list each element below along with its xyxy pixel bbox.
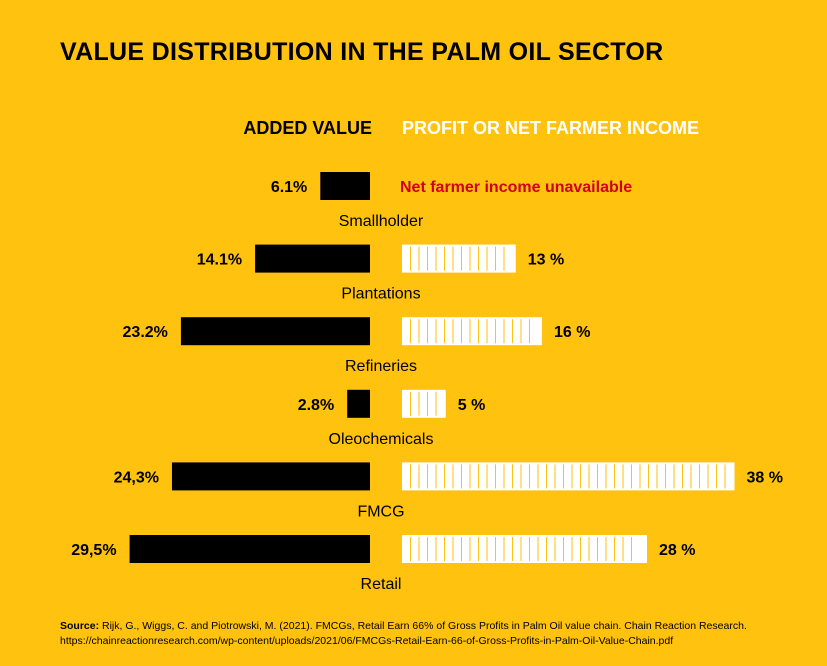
source-text: Rijk, G., Wiggs, C. and Piotrowski, M. (… [102, 620, 747, 632]
profit-bar-fmcg [402, 462, 735, 491]
profit-label-retail: 28 % [659, 542, 695, 559]
profit-header: PROFIT OR NET FARMER INCOME [402, 118, 699, 138]
added-value-label-smallholder: 6.1% [271, 179, 307, 196]
chart-title: VALUE DISTRIBUTION IN THE PALM OIL SECTO… [60, 38, 664, 66]
added-value-bar-refineries [180, 317, 370, 346]
category-label-retail: Retail [361, 576, 402, 593]
source-label: Source: [60, 620, 100, 632]
profit-bar-retail [402, 535, 647, 563]
category-label-plantations: Plantations [341, 286, 420, 303]
added-value-bar-oleochemicals [347, 389, 370, 418]
source-url: https://chainreactionresearch.com/wp-con… [60, 635, 674, 647]
category-label-fmcg: FMCG [357, 503, 404, 520]
profit-label-oleochemicals: 5 % [458, 397, 486, 414]
profit-label-plantations: 13 % [528, 252, 564, 269]
added-value-label-fmcg: 24,3% [114, 469, 159, 486]
added-value-label-plantations: 14.1% [197, 252, 242, 269]
profit-bar-plantations [402, 244, 516, 273]
added-value-bar-smallholder [320, 172, 370, 200]
added-value-bar-plantations [255, 244, 370, 273]
added-value-header: ADDED VALUE [243, 118, 372, 138]
source-note: Source: Rijk, G., Wiggs, C. and Piotrows… [60, 619, 800, 649]
category-label-oleochemicals: Oleochemicals [329, 431, 434, 448]
profit-label-fmcg: 38 % [747, 469, 783, 486]
added-value-bar-fmcg [171, 462, 370, 491]
profit-label-refineries: 16 % [554, 324, 590, 341]
profit-bar-refineries [402, 317, 542, 346]
added-value-bar-retail [129, 535, 370, 563]
added-value-label-oleochemicals: 2.8% [298, 397, 334, 414]
profit-bar-oleochemicals [402, 389, 446, 418]
category-label-refineries: Refineries [345, 358, 417, 375]
category-label-smallholder: Smallholder [339, 213, 424, 230]
added-value-label-refineries: 23.2% [123, 324, 168, 341]
bar-chart: 6.1% Smallholder Net farmer income unavail… [71, 172, 783, 593]
profit-unavailable-smallholder: Net farmer income unavailable [400, 179, 632, 196]
added-value-label-retail: 29,5% [71, 542, 116, 559]
